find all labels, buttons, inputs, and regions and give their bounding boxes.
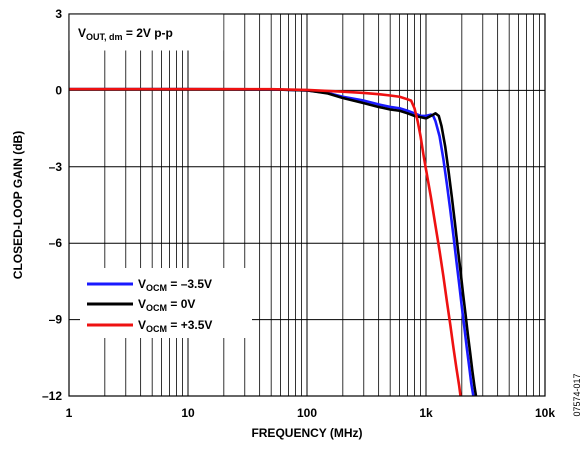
y-tick-label: 0 xyxy=(55,83,62,97)
annotation-rest: = 2V p-p xyxy=(123,26,173,40)
legend-item-vocm-plus-3-5: VOCM = +3.5V xyxy=(87,318,212,334)
grid-lines xyxy=(69,14,545,396)
series-line-vocm-plus-3-5 xyxy=(69,87,462,396)
y-tick-label: –12 xyxy=(42,389,62,403)
x-axis-label: FREQUENCY (MHz) xyxy=(251,426,362,440)
x-tick-label: 10 xyxy=(181,406,195,420)
plot-frame xyxy=(68,13,546,397)
legend-item-vocm-0: VOCM = 0V xyxy=(87,297,195,313)
x-tick-labels: 1 10 100 1k 10k xyxy=(66,406,556,420)
y-tick-label: –9 xyxy=(49,313,63,327)
legend: VOCM = –3.5V VOCM = 0V VOCM = +3.5V xyxy=(80,268,252,338)
legend-label-vocm-0: VOCM = 0V xyxy=(138,297,195,313)
legend-label-vocm-minus-3-5: VOCM = –3.5V xyxy=(138,277,212,293)
x-tick-label: 100 xyxy=(297,406,317,420)
annotation-box: VOUT, dm = 2V p-p xyxy=(69,14,224,51)
legend-item-vocm-minus-3-5: VOCM = –3.5V xyxy=(87,277,212,293)
annotation-sub: OUT xyxy=(86,32,106,42)
figure-id: 07574-017 xyxy=(572,373,582,416)
x-tick-label: 1k xyxy=(419,406,433,420)
x-tick-label: 10k xyxy=(535,406,555,420)
annotation-main: V xyxy=(78,26,86,40)
y-axis-label: CLOSED-LOOP GAIN (dB) xyxy=(11,131,25,279)
y-tick-label: 3 xyxy=(55,7,62,21)
annotation-sub2: , dm xyxy=(104,32,123,42)
y-tick-label: –6 xyxy=(49,236,63,250)
y-tick-label: –3 xyxy=(49,160,63,174)
legend-label-vocm-plus-3-5: VOCM = +3.5V xyxy=(138,318,212,334)
y-tick-labels: 3 0 –3 –6 –9 –12 xyxy=(42,7,62,403)
annotation-text: VOUT, dm = 2V p-p xyxy=(78,26,173,42)
series-line-vocm-0 xyxy=(69,87,478,396)
x-tick-label: 1 xyxy=(66,406,73,420)
series-lines xyxy=(69,87,478,396)
